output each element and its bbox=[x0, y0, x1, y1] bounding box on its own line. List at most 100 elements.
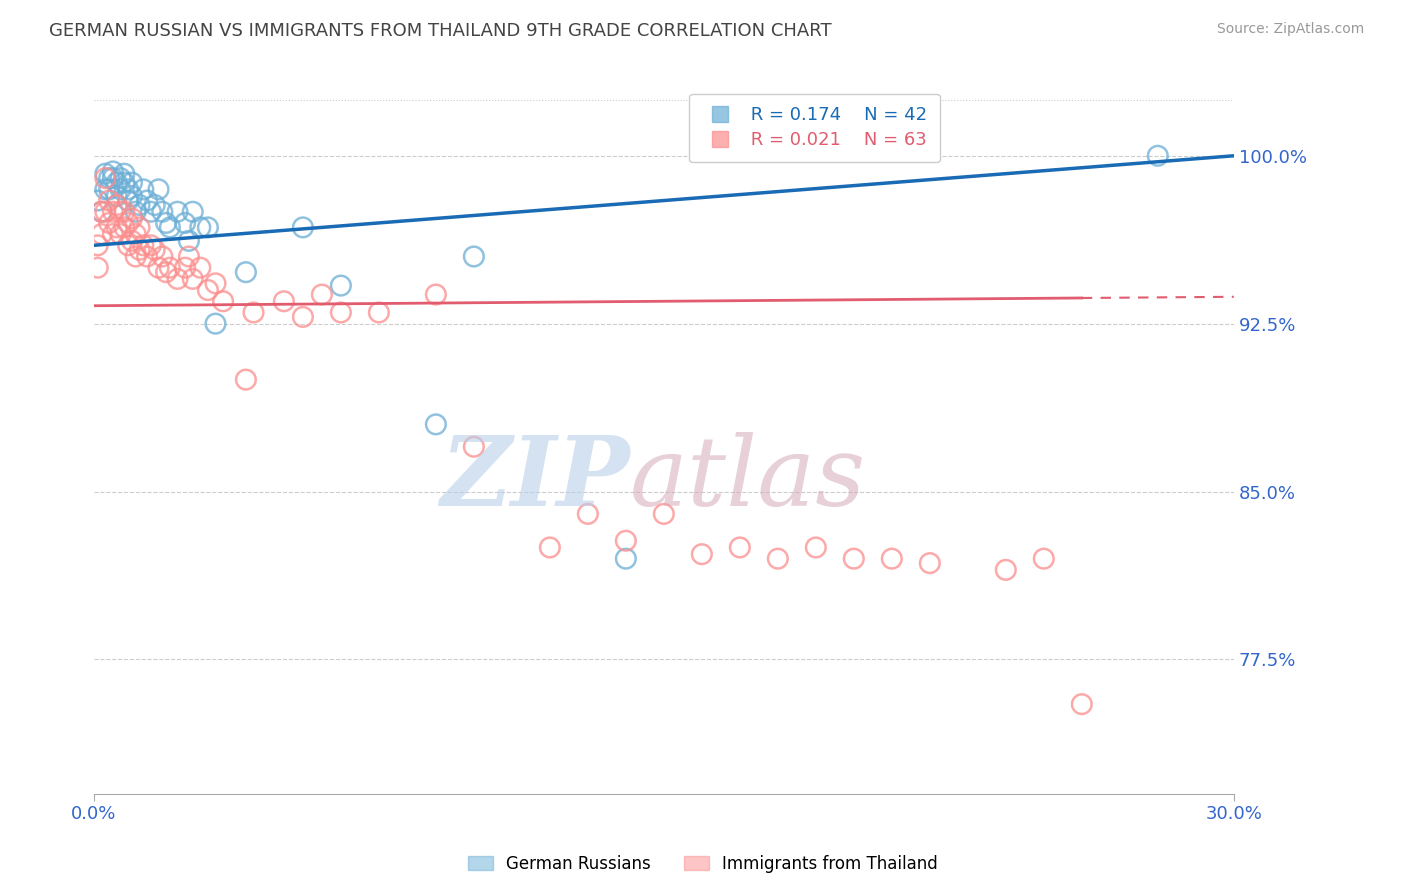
Point bbox=[197, 220, 219, 235]
Point bbox=[425, 287, 447, 301]
Point bbox=[804, 541, 827, 555]
Point bbox=[132, 238, 155, 252]
Point bbox=[105, 189, 128, 203]
Point bbox=[235, 373, 257, 387]
Point bbox=[117, 182, 139, 196]
Point bbox=[614, 551, 637, 566]
Point bbox=[143, 198, 166, 212]
Legend: German Russians, Immigrants from Thailand: German Russians, Immigrants from Thailan… bbox=[461, 848, 945, 880]
Point bbox=[197, 283, 219, 297]
Point bbox=[159, 220, 181, 235]
Point bbox=[177, 234, 200, 248]
Point bbox=[159, 260, 181, 275]
Point bbox=[94, 204, 117, 219]
Point bbox=[101, 227, 124, 241]
Point bbox=[538, 541, 561, 555]
Point bbox=[148, 260, 170, 275]
Point bbox=[132, 182, 155, 196]
Point bbox=[652, 507, 675, 521]
Point bbox=[105, 198, 128, 212]
Point bbox=[117, 216, 139, 230]
Point bbox=[155, 216, 177, 230]
Point bbox=[110, 204, 132, 219]
Point bbox=[101, 204, 124, 219]
Point bbox=[181, 272, 204, 286]
Point bbox=[235, 265, 257, 279]
Point bbox=[367, 305, 389, 319]
Point bbox=[177, 250, 200, 264]
Point bbox=[143, 243, 166, 257]
Point bbox=[728, 541, 751, 555]
Point bbox=[150, 250, 173, 264]
Point bbox=[94, 171, 117, 186]
Point bbox=[148, 182, 170, 196]
Point bbox=[918, 556, 941, 570]
Point bbox=[136, 250, 159, 264]
Point bbox=[880, 551, 903, 566]
Text: Source: ZipAtlas.com: Source: ZipAtlas.com bbox=[1216, 22, 1364, 37]
Point bbox=[128, 198, 150, 212]
Point bbox=[87, 238, 110, 252]
Point bbox=[112, 204, 135, 219]
Point bbox=[155, 265, 177, 279]
Point bbox=[121, 234, 143, 248]
Point bbox=[110, 182, 132, 196]
Point bbox=[242, 305, 264, 319]
Point bbox=[98, 171, 121, 186]
Point bbox=[105, 220, 128, 235]
Point bbox=[174, 260, 197, 275]
Point bbox=[87, 194, 110, 208]
Point bbox=[291, 220, 314, 235]
Point bbox=[1070, 697, 1092, 711]
Point bbox=[90, 227, 112, 241]
Point bbox=[117, 194, 139, 208]
Point bbox=[463, 440, 485, 454]
Point bbox=[425, 417, 447, 432]
Text: ZIP: ZIP bbox=[440, 432, 630, 525]
Point bbox=[329, 305, 352, 319]
Point bbox=[204, 317, 226, 331]
Point bbox=[101, 171, 124, 186]
Point bbox=[766, 551, 789, 566]
Point bbox=[125, 227, 148, 241]
Point bbox=[94, 167, 117, 181]
Point bbox=[128, 220, 150, 235]
Point bbox=[121, 189, 143, 203]
Point bbox=[98, 216, 121, 230]
Point bbox=[212, 294, 235, 309]
Point bbox=[125, 250, 148, 264]
Point bbox=[110, 171, 132, 186]
Point bbox=[690, 547, 713, 561]
Point bbox=[188, 260, 211, 275]
Point bbox=[273, 294, 295, 309]
Point bbox=[136, 194, 159, 208]
Point bbox=[150, 204, 173, 219]
Point bbox=[98, 182, 121, 196]
Text: atlas: atlas bbox=[630, 432, 866, 525]
Point bbox=[139, 238, 162, 252]
Legend:  R = 0.174    N = 42,  R = 0.021    N = 63: R = 0.174 N = 42, R = 0.021 N = 63 bbox=[689, 94, 939, 162]
Point bbox=[614, 533, 637, 548]
Point bbox=[1146, 149, 1168, 163]
Point bbox=[112, 167, 135, 181]
Point bbox=[842, 551, 865, 566]
Point bbox=[90, 204, 112, 219]
Point bbox=[329, 278, 352, 293]
Point bbox=[121, 176, 143, 190]
Point bbox=[121, 211, 143, 226]
Point bbox=[117, 238, 139, 252]
Point bbox=[112, 220, 135, 235]
Point bbox=[112, 176, 135, 190]
Point bbox=[181, 204, 204, 219]
Point bbox=[110, 227, 132, 241]
Point bbox=[291, 310, 314, 324]
Point bbox=[994, 563, 1017, 577]
Point bbox=[94, 182, 117, 196]
Point bbox=[139, 204, 162, 219]
Point bbox=[576, 507, 599, 521]
Point bbox=[188, 220, 211, 235]
Point bbox=[166, 272, 188, 286]
Point bbox=[311, 287, 333, 301]
Text: GERMAN RUSSIAN VS IMMIGRANTS FROM THAILAND 9TH GRADE CORRELATION CHART: GERMAN RUSSIAN VS IMMIGRANTS FROM THAILA… bbox=[49, 22, 832, 40]
Point bbox=[1032, 551, 1054, 566]
